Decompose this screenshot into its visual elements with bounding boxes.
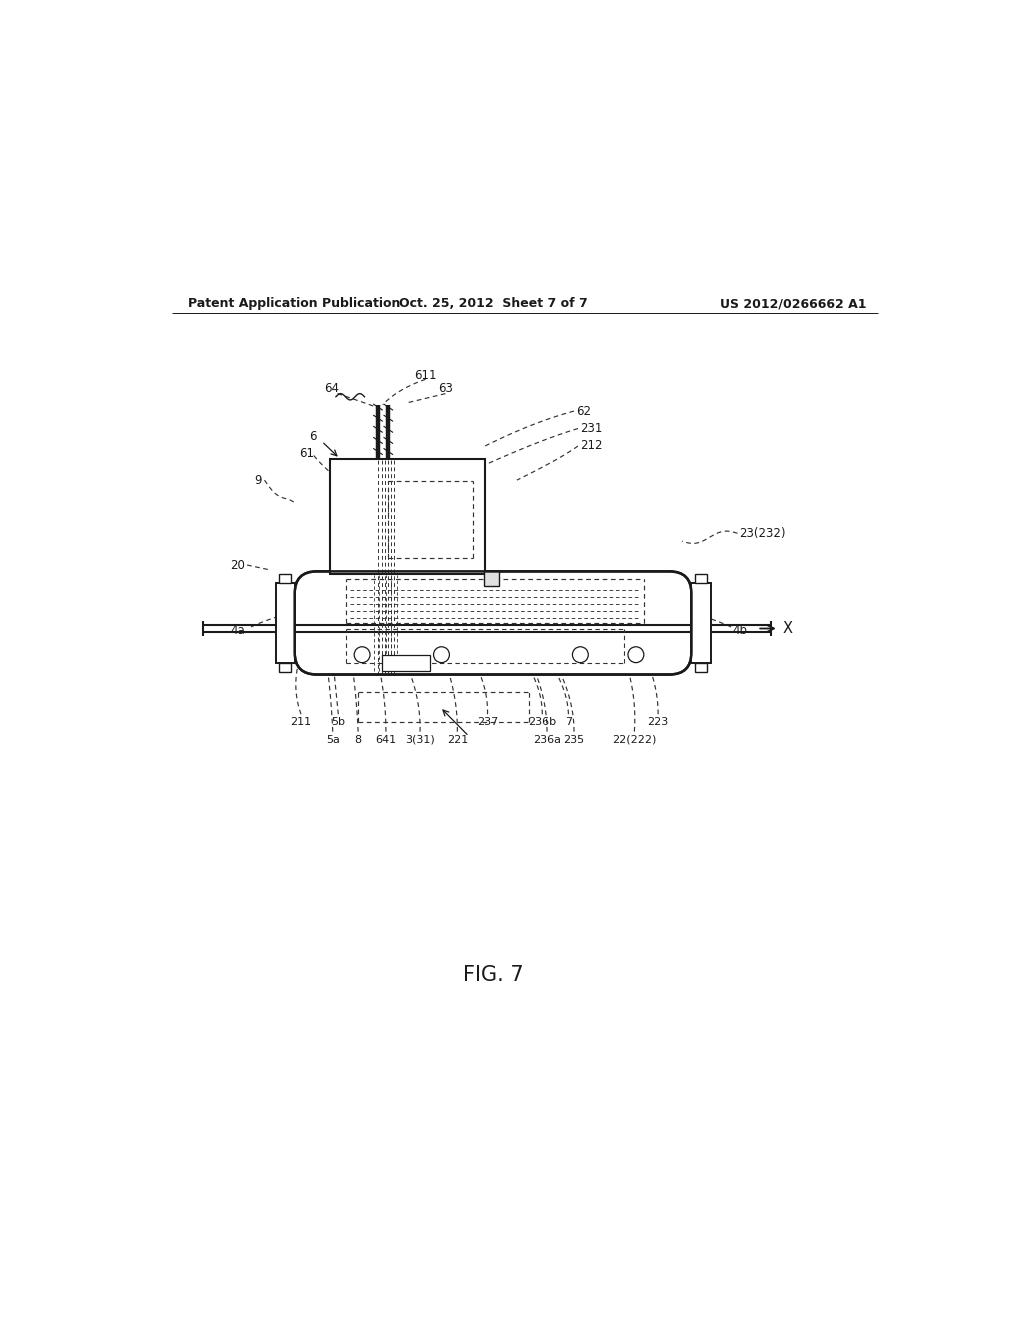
Text: 4b: 4b [733, 624, 748, 638]
Text: 7: 7 [565, 717, 572, 727]
Text: 641: 641 [376, 735, 396, 744]
Text: 23(232): 23(232) [739, 527, 785, 540]
Text: 64: 64 [324, 383, 339, 396]
Bar [279, 574, 292, 583]
Text: FIG. 7: FIG. 7 [463, 965, 523, 985]
Bar [331, 458, 485, 574]
Text: 61: 61 [299, 447, 313, 461]
FancyBboxPatch shape [295, 572, 691, 675]
Text: 223: 223 [647, 717, 669, 727]
Bar [279, 663, 292, 672]
Bar [694, 574, 708, 583]
Text: 9: 9 [254, 474, 261, 487]
Text: 4a: 4a [230, 624, 246, 638]
Text: 221: 221 [446, 735, 468, 744]
Text: 63: 63 [438, 383, 453, 396]
Text: 3(31): 3(31) [406, 735, 435, 744]
Text: 5b: 5b [332, 717, 345, 727]
Text: 20: 20 [229, 558, 245, 572]
Text: 236a: 236a [534, 735, 561, 744]
Text: 237: 237 [477, 717, 498, 727]
Bar [691, 583, 711, 663]
Text: Patent Application Publication: Patent Application Publication [187, 297, 400, 310]
Bar [483, 572, 500, 586]
Text: 231: 231 [581, 422, 603, 436]
Text: X: X [782, 620, 793, 636]
Text: 235: 235 [563, 735, 585, 744]
Bar [694, 663, 708, 672]
Text: US 2012/0266662 A1: US 2012/0266662 A1 [720, 297, 866, 310]
Text: 5a: 5a [326, 735, 340, 744]
Bar [382, 655, 430, 671]
Text: 236b: 236b [528, 717, 556, 727]
Text: Oct. 25, 2012  Sheet 7 of 7: Oct. 25, 2012 Sheet 7 of 7 [398, 297, 588, 310]
Text: 6: 6 [309, 430, 316, 444]
Bar [275, 583, 295, 663]
Text: 212: 212 [581, 440, 603, 453]
Text: 62: 62 [577, 404, 592, 417]
Text: 22(222): 22(222) [612, 735, 656, 744]
Text: 8: 8 [354, 735, 361, 744]
Text: 611: 611 [415, 368, 437, 381]
Text: 211: 211 [291, 717, 311, 727]
